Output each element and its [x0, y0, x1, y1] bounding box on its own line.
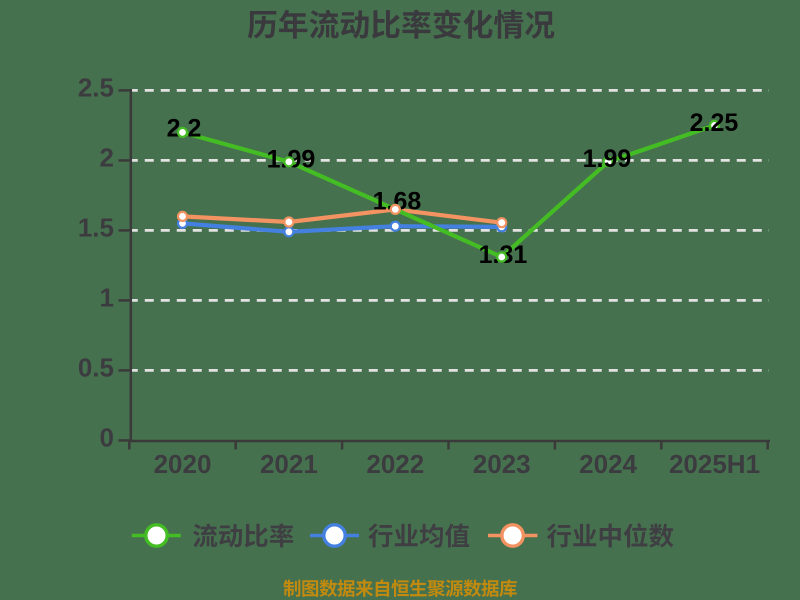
svg-text:2021: 2021 [260, 449, 318, 479]
svg-text:2020: 2020 [154, 449, 212, 479]
svg-text:2: 2 [100, 142, 114, 172]
svg-text:2025H1: 2025H1 [669, 449, 760, 479]
svg-text:2024: 2024 [579, 449, 637, 479]
svg-text:2023: 2023 [473, 449, 531, 479]
svg-text:2.5: 2.5 [78, 72, 114, 102]
svg-text:1: 1 [100, 282, 114, 312]
svg-text:0: 0 [100, 422, 114, 452]
svg-text:1.99: 1.99 [583, 145, 632, 173]
svg-text:2022: 2022 [366, 449, 424, 479]
svg-text:2.25: 2.25 [690, 109, 739, 137]
svg-text:0.5: 0.5 [78, 352, 114, 382]
svg-text:1.5: 1.5 [78, 212, 114, 242]
